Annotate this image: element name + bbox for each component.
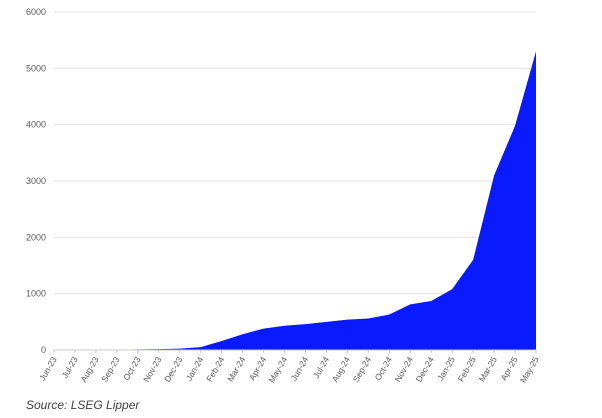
x-tick-label: Sep-23 [99,355,122,384]
y-tick-label: 6000 [26,7,46,17]
y-tick-label: 2000 [26,232,46,242]
x-tick-label: Jun-23 [37,355,59,383]
x-tick-label: Mar-25 [477,355,499,384]
x-tick-label: Jan-24 [184,355,206,383]
y-tick-label: 1000 [26,289,46,299]
x-tick-label: Jan-25 [435,355,457,383]
x-tick-label: Jun-24 [289,355,311,383]
x-tick-label: Oct-24 [373,355,395,382]
y-tick-label: 3000 [26,176,46,186]
x-tick-label: Apr-24 [247,355,269,382]
x-tick-label: Dec-23 [162,355,184,384]
x-tick-label: Aug-23 [78,355,101,384]
x-tick-label: Aug-24 [330,355,353,384]
x-tick-label: Dec-24 [414,355,436,384]
x-tick-label: Jul-24 [311,355,331,380]
x-tick-label: Nov-24 [393,355,415,384]
x-tick-label: Apr-25 [498,355,520,382]
x-tick-label: Oct-23 [121,355,143,382]
source-note: Source: LSEG Lipper [26,398,140,412]
x-tick-label: May-25 [518,355,541,385]
x-tick-label: Feb-24 [204,355,226,384]
x-tick-label: Sep-24 [351,355,374,384]
y-tick-label: 5000 [26,63,46,73]
y-tick-label: 0 [41,345,46,355]
x-tick-label: May-24 [266,355,289,385]
x-tick-label: Feb-25 [456,355,478,384]
x-tick-label: Mar-24 [225,355,247,384]
x-tick-label: Nov-23 [141,355,163,384]
y-tick-label: 4000 [26,120,46,130]
area-series [54,51,536,350]
x-tick-label: Jul-23 [59,355,79,380]
